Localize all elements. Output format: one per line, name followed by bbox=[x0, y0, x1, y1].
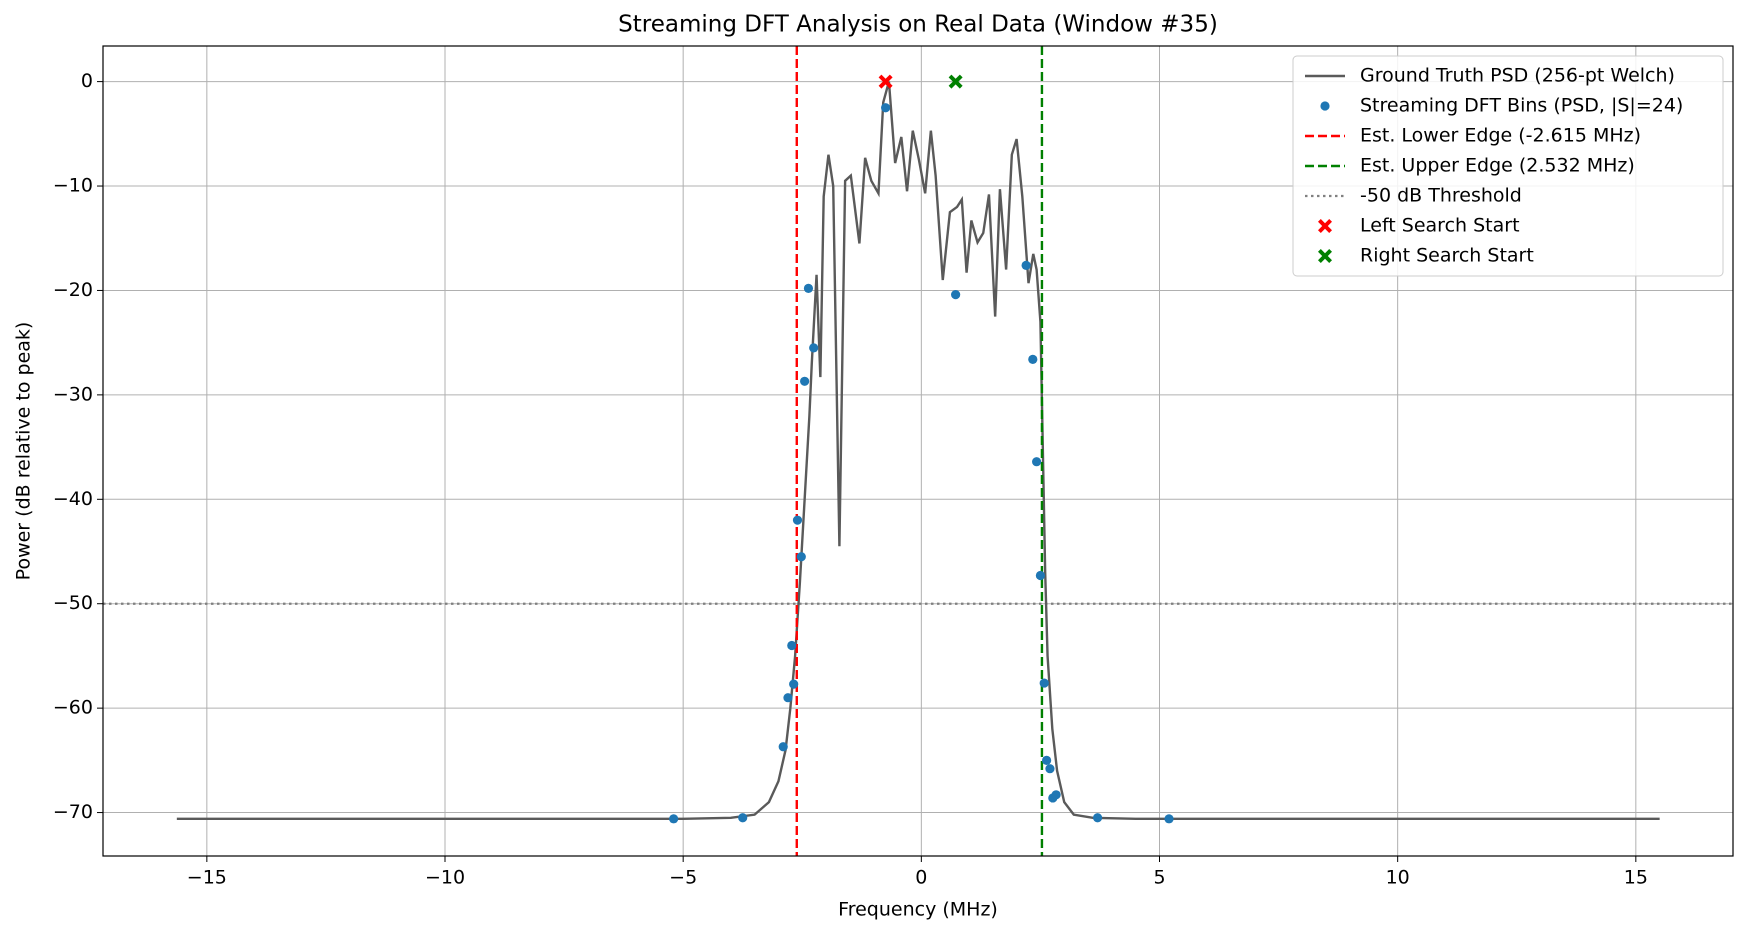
dft-bin bbox=[1092, 813, 1103, 823]
dft-bin bbox=[738, 813, 748, 823]
x-tick-label: −5 bbox=[669, 867, 697, 889]
dft-bin bbox=[1051, 790, 1061, 800]
x-tick-label: 0 bbox=[915, 867, 927, 889]
dft-bin bbox=[778, 742, 788, 752]
legend-swatch bbox=[1318, 249, 1332, 263]
legend-box bbox=[1292, 55, 1724, 277]
dft-bin bbox=[803, 283, 814, 293]
x-tick-label: 10 bbox=[1386, 867, 1410, 889]
psd-line bbox=[176, 81, 1660, 821]
x-tick-label: −10 bbox=[425, 867, 465, 889]
x-axis-label: Frequency (MHz) bbox=[838, 899, 998, 921]
dft-bin bbox=[809, 343, 819, 353]
legend-label: Ground Truth PSD (256-pt Welch) bbox=[1360, 65, 1675, 87]
dft-bin bbox=[669, 814, 679, 824]
legend-label: Est. Lower Edge (-2.615 MHz) bbox=[1360, 125, 1641, 147]
dft-bin bbox=[881, 103, 891, 113]
legend-label: Est. Upper Edge (2.532 MHz) bbox=[1360, 155, 1635, 177]
dft-bin bbox=[792, 515, 803, 525]
dft-bin bbox=[1032, 457, 1042, 467]
y-tick-label: −40 bbox=[53, 488, 93, 510]
x-tick-label: 15 bbox=[1624, 867, 1648, 889]
dft-bin bbox=[1021, 260, 1031, 270]
y-tick-label: −70 bbox=[53, 801, 93, 823]
search-marker bbox=[878, 74, 893, 89]
x-tick-label: 5 bbox=[1153, 867, 1165, 889]
dft-bin bbox=[800, 376, 810, 386]
legend-label: Right Search Start bbox=[1360, 245, 1534, 267]
dft-bin bbox=[787, 640, 797, 651]
dft-bin bbox=[1028, 354, 1038, 364]
y-tick-label: −60 bbox=[53, 697, 93, 719]
y-axis-label: Power (dB relative to peak) bbox=[13, 322, 35, 581]
dft-bin bbox=[1035, 570, 1046, 581]
dft-bin bbox=[796, 552, 806, 562]
dft-bin bbox=[1042, 755, 1052, 765]
y-tick-label: −50 bbox=[53, 592, 93, 614]
legend-swatch bbox=[1318, 219, 1332, 233]
y-tick-label: −30 bbox=[53, 383, 93, 405]
y-tick-label: −10 bbox=[53, 175, 93, 197]
y-tick-label: 0 bbox=[81, 70, 93, 92]
x-tick-label: −15 bbox=[187, 867, 227, 889]
y-tick-label: −20 bbox=[53, 279, 93, 301]
legend-label: -50 dB Threshold bbox=[1360, 185, 1522, 207]
dft-bin bbox=[1164, 814, 1174, 824]
dft-bin bbox=[1039, 678, 1049, 688]
legend: Ground Truth PSD (256-pt Welch) Streaming… bbox=[1292, 55, 1724, 277]
legend-label: Streaming DFT Bins (PSD, |S|=24) bbox=[1360, 95, 1683, 117]
legend-swatch bbox=[1320, 101, 1330, 111]
dft-bin bbox=[1045, 764, 1055, 774]
dft-bin bbox=[783, 693, 793, 703]
legend-label: Left Search Start bbox=[1360, 215, 1520, 237]
plot-frame bbox=[102, 45, 1734, 857]
search-marker bbox=[948, 74, 963, 89]
chart-title: Streaming DFT Analysis on Real Data (Win… bbox=[618, 12, 1218, 38]
dft-bin bbox=[951, 290, 961, 300]
dft-bin bbox=[789, 679, 799, 689]
